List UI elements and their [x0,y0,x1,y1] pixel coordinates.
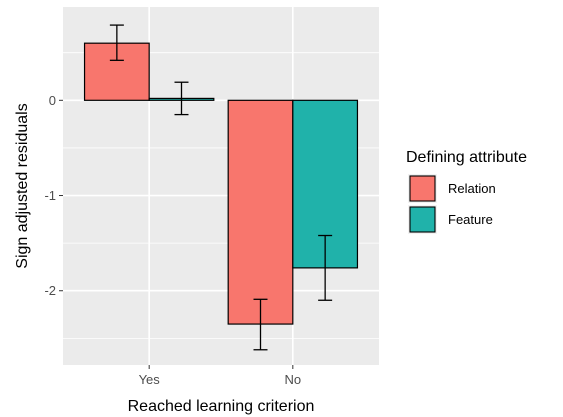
bar-relation-no [227,99,294,325]
y-axis-title: Sign adjusted residuals [14,103,31,268]
y-tick-label: -2 [44,283,56,298]
x-axis-title: Reached learning criterion [128,398,315,415]
y-axis: 0 -1 -2 [44,93,63,298]
bars [83,42,359,325]
legend-swatch-relation [409,175,436,202]
legend: Defining attribute Relation Feature [406,149,527,234]
legend-items: Relation Feature [408,174,496,234]
x-tick-label: Yes [139,372,161,387]
error-bars [109,24,333,351]
y-tick-label: -1 [44,188,56,203]
legend-swatch-feature [409,206,436,233]
legend-label-feature: Feature [448,212,493,227]
legend-label-relation: Relation [448,181,496,196]
x-axis: Yes No [139,365,302,387]
y-tick-label: 0 [49,93,56,108]
x-tick-label: No [285,372,302,387]
legend-title: Defining attribute [406,149,527,166]
